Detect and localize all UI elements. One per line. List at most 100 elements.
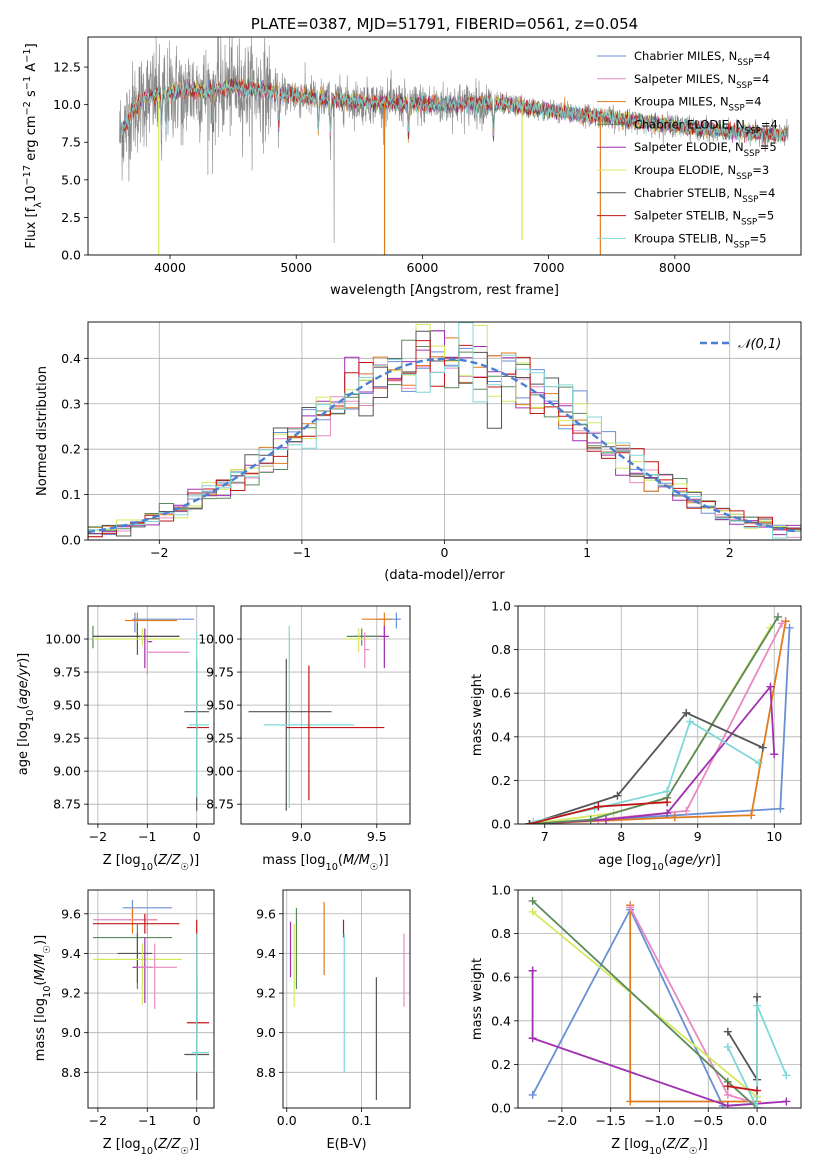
x-tick-label: 0.1	[351, 1113, 371, 1128]
mass-weight-marker	[774, 612, 783, 621]
label-part: age/yr	[16, 661, 31, 704]
label-part: Z/Z	[666, 1137, 690, 1152]
label-part: SSP	[742, 195, 758, 205]
mass-weight-marker	[528, 907, 537, 916]
label-part: =4	[758, 186, 775, 200]
legend-label: Chabrier STELIB, NSSP=4	[634, 186, 775, 205]
y-tick-label: 9.2	[61, 986, 81, 1001]
label-part: ☉	[180, 862, 189, 873]
residuals-axes: −2 −1 0 1 2 0.0 0.1 0.2 0.3 0.4	[61, 322, 801, 560]
massweight-vs-age-ylabel: mass weight	[470, 674, 485, 756]
mass-vs-EBV-errorbars	[289, 901, 405, 1101]
y-tick-label: 0.3	[61, 396, 81, 411]
y-tick-label: 9.2	[256, 986, 276, 1001]
age-vs-mass-axes: 9.0 9.5 8.75 9.00 9.25 9.50 9.75 10.00	[198, 606, 410, 844]
x-tick-label: 9.5	[367, 829, 387, 844]
label-part: Z/Z	[157, 853, 181, 868]
mass-weight-marker	[670, 813, 679, 822]
massweight-vs-age-axes: 7 8 9 10 0.0 0.2 0.4 0.6 0.8 1.0	[491, 599, 801, 844]
y-tick-label: 10.00	[45, 632, 81, 647]
label-part: =4	[752, 72, 769, 86]
mass-weight-marker	[723, 1082, 732, 1091]
y-tick-label: 0.4	[491, 1013, 511, 1028]
label-part: Kroupa STELIB, N	[634, 231, 734, 245]
label-part: 10	[24, 186, 39, 203]
age-vs-Z-errorbars	[92, 612, 210, 811]
y-tick-label: 10.0	[53, 97, 81, 112]
x-tick-label: 6000	[407, 260, 439, 275]
x-tick-label: −2	[150, 545, 168, 560]
y-tick-label: 0.4	[491, 729, 511, 744]
y-tick-label: 9.00	[53, 764, 81, 779]
mass-weight-line	[529, 711, 764, 824]
massweight-vs-Z-lines	[528, 896, 791, 1108]
mass-weight-marker	[777, 619, 786, 628]
x-tick-label: 0.0	[277, 1113, 297, 1128]
mass-vs-EBV-frame	[282, 889, 411, 1109]
x-tick-label: 2	[726, 545, 734, 560]
label-part: SSP	[729, 104, 745, 114]
label-part: )]	[711, 853, 721, 868]
label-part: Z [log	[103, 1137, 141, 1152]
label-part: (	[662, 1137, 667, 1152]
mass-weight-line	[629, 906, 758, 1105]
label-part: SSP	[734, 240, 750, 250]
label-part: −1	[22, 48, 33, 62]
x-tick-label: −1	[138, 829, 156, 844]
label-part: age [log	[598, 853, 651, 868]
mass-vs-Z-ylabel: mass [log10(M/M☉)]	[33, 935, 53, 1061]
x-tick-label: 0	[441, 545, 449, 560]
label-part: −2	[22, 101, 33, 115]
x-tick-label: −2	[89, 1113, 107, 1128]
mass-vs-Z-errorbars	[92, 899, 210, 1101]
label-part: 10	[141, 1146, 153, 1157]
mass-weight-line	[529, 621, 787, 824]
mass-weight-marker	[528, 1090, 537, 1099]
y-tick-label: 1.0	[491, 883, 511, 898]
spectrum-title: PLATE=0387, MJD=51791, FIBERID=0561, z=0…	[251, 15, 638, 33]
label-part: =5	[760, 140, 777, 154]
y-tick-label: 0.2	[491, 773, 511, 788]
mass-weight-marker	[753, 1001, 762, 1010]
label-part: Z/Z	[157, 1137, 181, 1152]
y-tick-label: 0.0	[491, 817, 511, 832]
y-tick-label: 0.2	[491, 1057, 511, 1072]
gaussian-legend-label: 𝒩(0,1)	[738, 337, 781, 352]
age-vs-mass-xlabel: mass [log10(M/M☉)]	[262, 853, 388, 873]
residual-histograms	[88, 322, 801, 540]
y-tick-label: 0.4	[61, 351, 81, 366]
label-part: (	[33, 981, 48, 986]
x-tick-label: −1	[293, 545, 311, 560]
y-tick-label: 10.00	[198, 632, 234, 647]
mass-weight-line	[726, 1005, 788, 1108]
label-part: Z [log	[103, 853, 141, 868]
label-part: )]	[698, 1137, 708, 1152]
mass-weight-marker	[682, 806, 691, 815]
label-part: )]	[33, 935, 48, 945]
y-tick-label: 9.4	[256, 946, 276, 961]
label-part: (	[16, 705, 31, 710]
mass-weight-marker	[601, 815, 610, 824]
label-part: ☉	[370, 862, 379, 873]
y-tick-label: 9.25	[53, 731, 81, 746]
mass-vs-Z-xlabel: Z [log10(Z/Z☉)]	[103, 1137, 200, 1157]
age-vs-Z-ylabel: age [log10(age/yr)]	[16, 653, 36, 776]
gaussian-curve	[88, 357, 799, 534]
massweight-vs-Z-ylabel: mass weight	[470, 958, 485, 1040]
label-part: SSP	[737, 58, 753, 68]
y-tick-label: 9.75	[53, 665, 81, 680]
massweight-vs-age-xlabel: age [log10(age/yr)]	[598, 853, 721, 873]
y-tick-label: 9.75	[206, 665, 234, 680]
label-part: E(B-V)	[326, 1137, 366, 1152]
y-tick-label: 9.0	[256, 1025, 276, 1040]
mass-weight-marker	[663, 787, 672, 796]
mass-weight-marker	[663, 809, 672, 818]
mass-weight-marker	[770, 750, 779, 759]
mass-weight-marker	[758, 743, 767, 752]
x-tick-label: 0.0	[747, 1113, 767, 1128]
y-tick-label: 9.0	[61, 1025, 81, 1040]
label-part: 10	[141, 862, 153, 873]
mass-weight-marker	[528, 966, 537, 975]
model-spectrum	[121, 78, 787, 152]
mass-weight-marker	[528, 1034, 537, 1043]
